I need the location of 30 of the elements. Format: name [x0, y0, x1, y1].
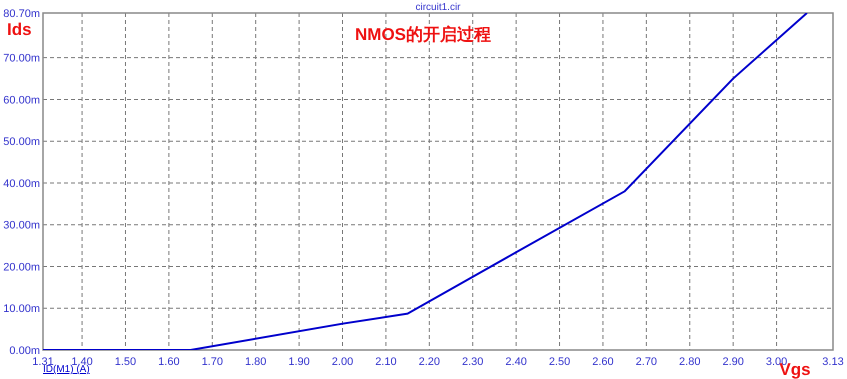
y-tick-label: 80.70m [3, 8, 40, 20]
y-tick-label: 0.00m [9, 345, 40, 357]
x-tick-label: 1.80 [244, 356, 266, 368]
series-label: ID(M1) (A) [43, 364, 90, 375]
x-tick-label: 1.70 [202, 356, 223, 368]
text: NMOS的开启过程 [355, 25, 491, 44]
x-tick-label: 2.30 [462, 356, 484, 368]
y-tick-label: 10.00m [3, 303, 40, 316]
x-tick-label: 2.60 [592, 356, 614, 368]
x-tick-label: 2.10 [375, 356, 397, 368]
x-tick-label: 2.80 [679, 356, 700, 368]
y-tick-label: 30.00m [3, 220, 40, 232]
x-tick-label: 2.70 [636, 356, 658, 368]
y-tick-label: 70.00m [3, 52, 40, 65]
x-tick-label: 2.00 [332, 356, 354, 368]
x-tick-label: 2.40 [505, 356, 527, 368]
x-tick-label: 1.60 [158, 356, 180, 368]
x-tick-label: 2.90 [722, 356, 744, 368]
y-tick-label: 20.00m [3, 261, 40, 274]
y-tick-label: 60.00m [3, 94, 40, 106]
x-tick-label: 2.20 [418, 356, 440, 368]
x-tick-label: 2.50 [548, 356, 570, 368]
y-tick-label: 50.00m [3, 136, 40, 148]
x-tick-label: 1.90 [288, 356, 310, 368]
x-tick-label: 1.50 [114, 356, 136, 368]
y-tick-label: 40.00m [3, 178, 40, 190]
chart-title: circuit1.cir [415, 2, 462, 13]
x-tick-label: 3.13 [822, 356, 844, 368]
line-series [43, 13, 808, 350]
y-axis-title: Ids [7, 20, 32, 39]
